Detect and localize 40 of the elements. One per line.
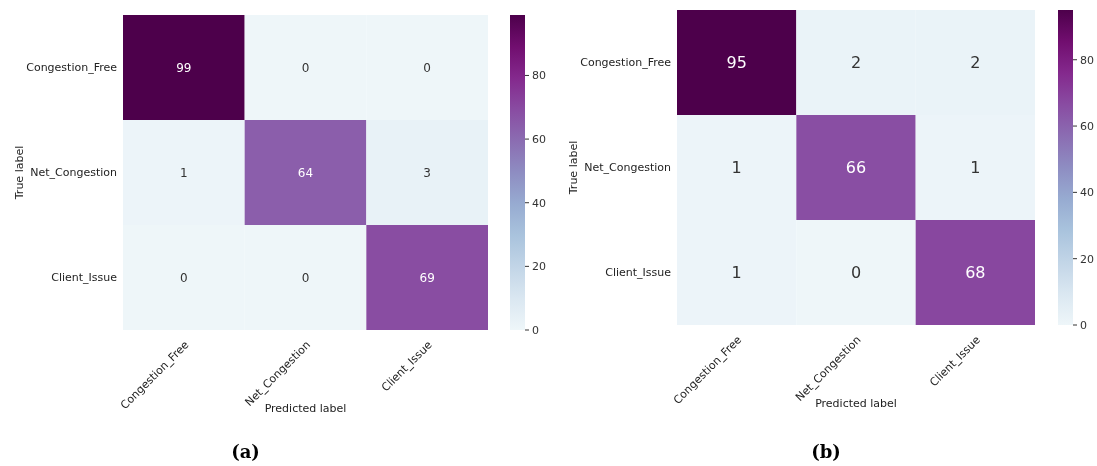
- y-axis-title: True label: [567, 140, 580, 196]
- data-label: 99: [176, 60, 192, 75]
- x-axis-title: Predicted label: [815, 397, 897, 410]
- data-label: 1: [731, 263, 742, 283]
- data-label: 3: [423, 165, 431, 180]
- color-bar-label: 80: [1080, 53, 1094, 67]
- data-label: 1: [180, 165, 188, 180]
- color-bar-label: 20: [1080, 252, 1094, 266]
- text: (a): [231, 441, 260, 462]
- data-label: 1: [731, 158, 742, 178]
- data-label: 68: [965, 263, 986, 283]
- text: (b): [811, 441, 841, 462]
- color-bar-label: 20: [532, 260, 546, 274]
- data-label: 95: [726, 53, 747, 73]
- y-tick-label: Congestion_Free: [26, 61, 118, 75]
- color-bar-label: 0: [532, 323, 539, 337]
- data-label: 1: [970, 158, 981, 178]
- x-axis-title: Predicted label: [264, 402, 347, 415]
- y-tick-label: Client_Issue: [51, 271, 118, 285]
- y-tick-label: Net_Congestion: [584, 161, 672, 175]
- y-tick-label: Congestion_Free: [580, 56, 672, 70]
- color-bar-label: 40: [1080, 186, 1094, 200]
- color-bar-label: 0: [1080, 318, 1087, 332]
- y-axis-title: True label: [13, 145, 26, 201]
- data-label: 2: [850, 53, 862, 73]
- data-label: 66: [845, 158, 867, 178]
- data-label: 2: [970, 53, 981, 73]
- y-tick-label: Net_Congestion: [30, 166, 118, 180]
- data-label: 69: [419, 270, 435, 285]
- data-label: 0: [301, 270, 310, 285]
- data-label: 0: [180, 270, 188, 285]
- data-label: 0: [301, 60, 310, 75]
- color-bar-label: 60: [532, 132, 546, 146]
- data-label: 0: [850, 263, 862, 283]
- color-bar-label: 40: [532, 196, 546, 210]
- data-label: 64: [297, 165, 314, 180]
- color-bar-label: 60: [1080, 119, 1094, 133]
- color-bar-label: 80: [532, 69, 546, 83]
- y-tick-label: Client_Issue: [605, 266, 672, 280]
- data-label: 0: [423, 60, 431, 75]
